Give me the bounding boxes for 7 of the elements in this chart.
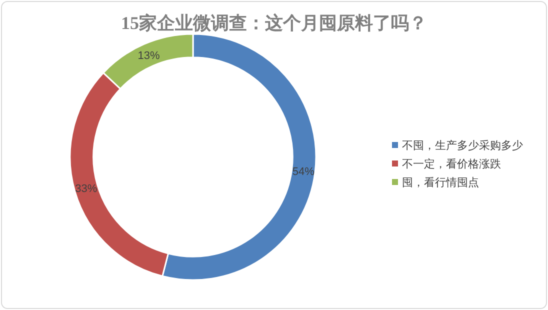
- legend-label: 囤，看行情囤点: [402, 176, 479, 189]
- legend-label: 不一定，看价格涨跌: [402, 158, 501, 170]
- data-label: 54%: [292, 166, 315, 178]
- chart-title: 15家企业微调查：这个月囤原料了吗？: [121, 13, 427, 33]
- legend-label: 不囤，生产多少采购多少: [402, 139, 523, 152]
- data-label: 33%: [75, 183, 98, 196]
- data-label: 13%: [138, 50, 160, 62]
